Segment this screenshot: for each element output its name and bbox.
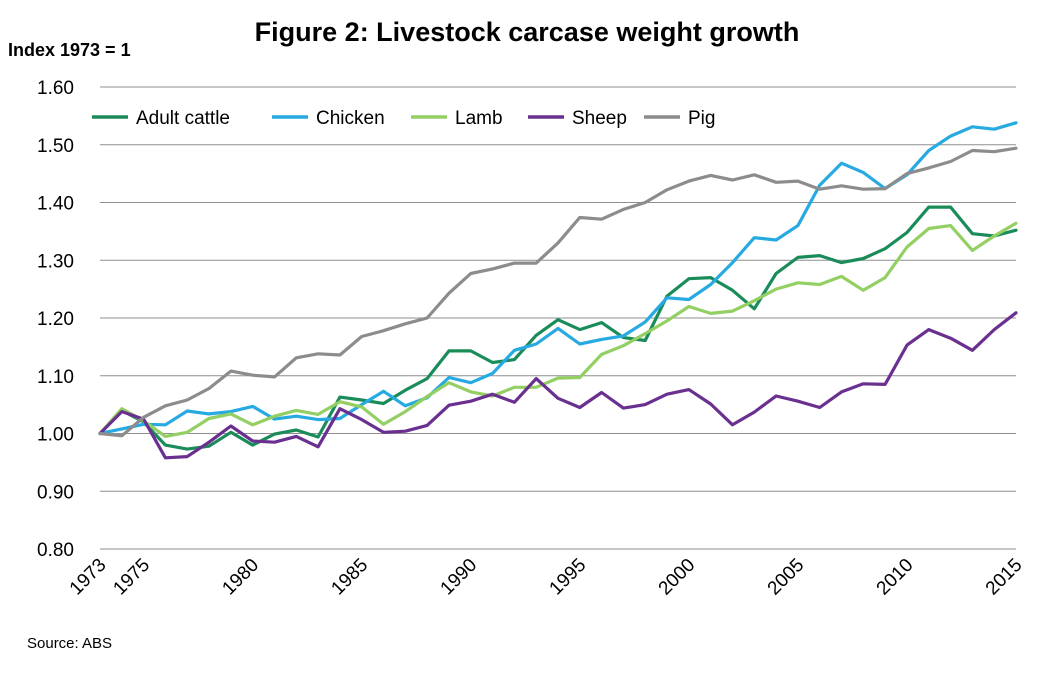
source-note: Source: ABS: [27, 635, 112, 652]
series-lines: [98, 121, 1018, 460]
y-tick-label: 1.60: [37, 78, 74, 99]
y-tick-labels: 0.80 0.90 1.00 1.10 1.20 1.30 1.40 1.50 1.60: [37, 78, 74, 561]
legend-label: Lamb: [455, 108, 503, 129]
y-tick-label: 1.10: [37, 367, 74, 388]
legend: Adult cattle Chicken Lamb Sheep Pig: [92, 108, 715, 129]
series-line-chicken: [98, 121, 1018, 436]
series-line-adult-cattle: [98, 205, 1018, 451]
x-tick-label: 1973: [66, 555, 111, 600]
x-tick-label: 2000: [655, 555, 700, 600]
legend-label: Sheep: [572, 108, 627, 129]
x-tick-label: 1995: [546, 555, 591, 600]
series-line-sheep: [98, 311, 1018, 460]
x-tick-label: 1990: [437, 555, 482, 600]
x-tick-label: 1975: [109, 555, 154, 600]
y-tick-label: 1.30: [37, 251, 74, 272]
y-tick-label: 1.40: [37, 194, 74, 215]
series-line-pig: [98, 146, 1018, 438]
y-tick-label: 1.20: [37, 309, 74, 330]
x-tick-label: 1980: [218, 555, 263, 600]
x-tick-label: 2005: [764, 555, 809, 600]
y-tick-label: 1.00: [37, 425, 74, 446]
y-axis-label: Index 1973 = 1: [8, 40, 131, 60]
x-tick-label: 2015: [982, 555, 1027, 600]
y-tick-label: 0.80: [37, 540, 74, 561]
x-tick-label: 1985: [328, 555, 373, 600]
y-tick-label: 1.50: [37, 136, 74, 157]
chart-title: Figure 2: Livestock carcase weight growt…: [255, 17, 800, 47]
legend-label: Chicken: [316, 108, 385, 129]
legend-label: Pig: [688, 108, 715, 129]
series-line-lamb: [98, 221, 1018, 438]
y-tick-label: 0.90: [37, 482, 74, 503]
legend-label: Adult cattle: [136, 108, 230, 129]
x-tick-label: 2010: [873, 555, 918, 600]
